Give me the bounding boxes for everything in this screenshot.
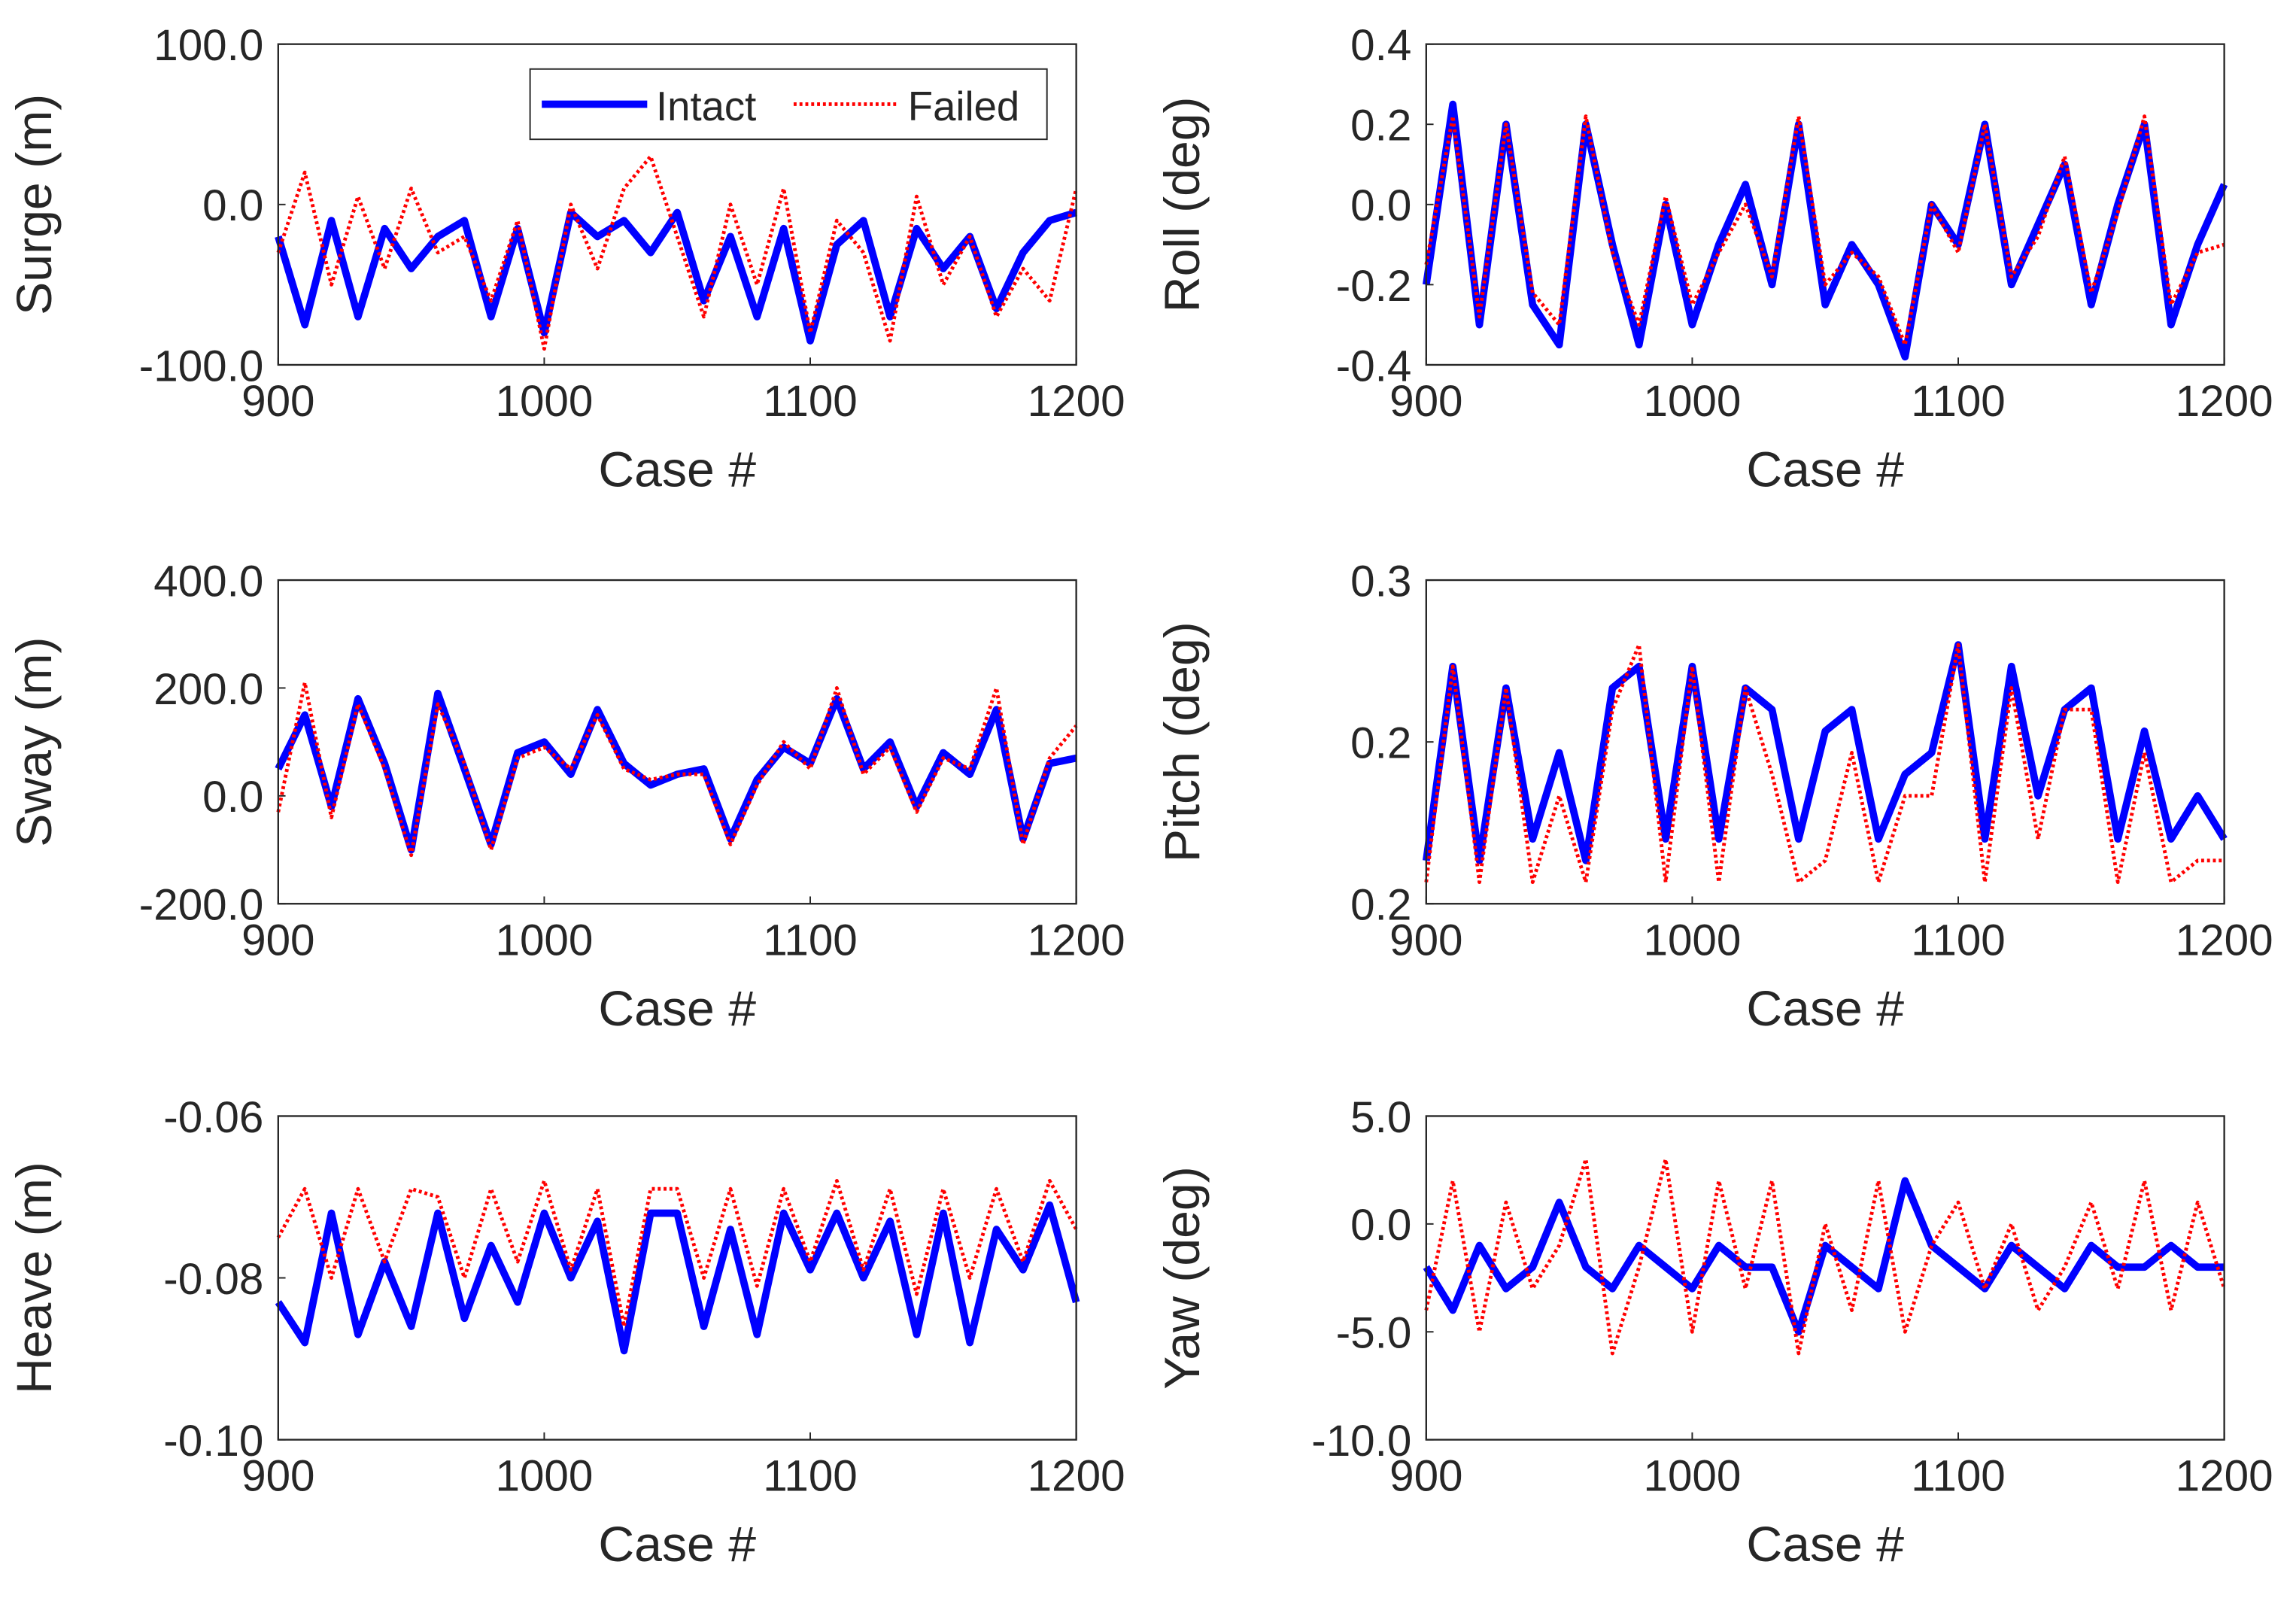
series-line — [275, 208, 1078, 345]
x-axis-label: Case # — [598, 981, 756, 1037]
axes-box — [1425, 1115, 2225, 1441]
x-tick-label: 1000 — [1643, 1452, 1741, 1501]
legend-label: Failed — [908, 84, 1019, 129]
x-axis-label: Case # — [598, 442, 756, 497]
x-tick-label: 1200 — [1028, 377, 1125, 426]
plot-area — [1426, 1116, 2225, 1440]
x-tick-label: 900 — [1389, 916, 1462, 965]
x-axis-label: Case # — [598, 1517, 756, 1572]
x-tick-label: 1100 — [763, 916, 858, 965]
series-line — [1423, 641, 2228, 864]
y-axis-label: Yaw (deg) — [1155, 1166, 1210, 1390]
x-tick-label: 900 — [241, 1452, 314, 1501]
y-tick-label: 0.0 — [202, 773, 263, 822]
y-tick-label: -0.08 — [163, 1255, 263, 1304]
x-tick-label: 1200 — [2176, 1452, 2273, 1501]
y-tick-label: 200.0 — [153, 665, 263, 714]
y-tick-label: -10.0 — [1311, 1417, 1411, 1466]
y-tick-label: -0.4 — [1336, 342, 1412, 390]
x-tick-label: 1200 — [1028, 916, 1125, 965]
x-tick-label: 1000 — [495, 916, 593, 965]
x-tick-label: 900 — [241, 377, 314, 426]
y-tick-label: -200.0 — [139, 881, 264, 930]
x-axis-label: Case # — [1746, 1517, 1904, 1572]
y-tick-label: 0.0 — [1350, 181, 1411, 230]
x-tick-label: 1000 — [495, 377, 593, 426]
y-tick-label: 400.0 — [153, 557, 263, 606]
x-tick-label: 900 — [1389, 1452, 1462, 1501]
y-tick-label: 0.0 — [202, 181, 263, 230]
series-line — [275, 1201, 1080, 1355]
x-tick-label: 1200 — [2176, 377, 2273, 426]
x-tick-label: 900 — [1389, 377, 1462, 426]
x-tick-label: 1000 — [1643, 916, 1741, 965]
y-tick-label: 0.2 — [1350, 102, 1411, 150]
plot-area — [1426, 44, 2225, 365]
legend-label: Intact — [656, 84, 756, 129]
legend: Intact Failed — [529, 68, 1048, 141]
series-line — [1424, 643, 2225, 884]
x-tick-label: 1100 — [1911, 1452, 2006, 1501]
x-tick-label: 900 — [241, 916, 314, 965]
y-tick-label: -0.06 — [163, 1093, 263, 1142]
plot-area — [278, 1116, 1077, 1440]
series-line — [276, 154, 1078, 351]
x-tick-label: 1100 — [1911, 916, 2006, 965]
y-tick-label: 100.0 — [153, 21, 263, 70]
series-line — [276, 1179, 1078, 1329]
y-tick-label: 0.3 — [1350, 557, 1411, 606]
x-tick-label: 1100 — [1911, 377, 2006, 426]
y-tick-label: 0.4 — [1350, 21, 1411, 70]
y-tick-label: 0.0 — [1350, 1201, 1411, 1250]
y-axis-label: Roll (deg) — [1155, 96, 1210, 312]
y-tick-label: -5.0 — [1336, 1309, 1412, 1358]
y-axis-label: Pitch (deg) — [1155, 621, 1210, 862]
series-line — [1423, 1177, 2225, 1336]
x-axis-label: Case # — [1746, 981, 1904, 1037]
series-line — [1424, 1157, 2226, 1356]
y-tick-label: -100.0 — [139, 342, 264, 390]
y-axis-label: Surge (m) — [7, 94, 62, 315]
y-tick-label: 0.2 — [1350, 881, 1411, 930]
y-tick-label: -0.10 — [163, 1417, 263, 1466]
axes-box — [277, 579, 1077, 905]
y-tick-label: -0.2 — [1336, 262, 1412, 311]
x-tick-label: 1100 — [763, 377, 858, 426]
y-tick-label: 5.0 — [1350, 1093, 1411, 1142]
x-tick-label: 1200 — [1028, 1452, 1125, 1501]
plot-area — [278, 580, 1077, 904]
x-tick-label: 1100 — [763, 1452, 858, 1501]
y-axis-label: Heave (m) — [7, 1162, 62, 1394]
series-line — [1424, 114, 2225, 347]
series-line — [1423, 100, 2228, 361]
x-tick-label: 1000 — [1643, 377, 1741, 426]
x-tick-label: 1200 — [2176, 916, 2273, 965]
y-tick-label: 0.2 — [1350, 719, 1411, 768]
series-line — [276, 680, 1078, 858]
y-axis-label: Sway (m) — [7, 636, 62, 846]
x-axis-label: Case # — [1746, 442, 1904, 497]
x-tick-label: 1000 — [495, 1452, 593, 1501]
